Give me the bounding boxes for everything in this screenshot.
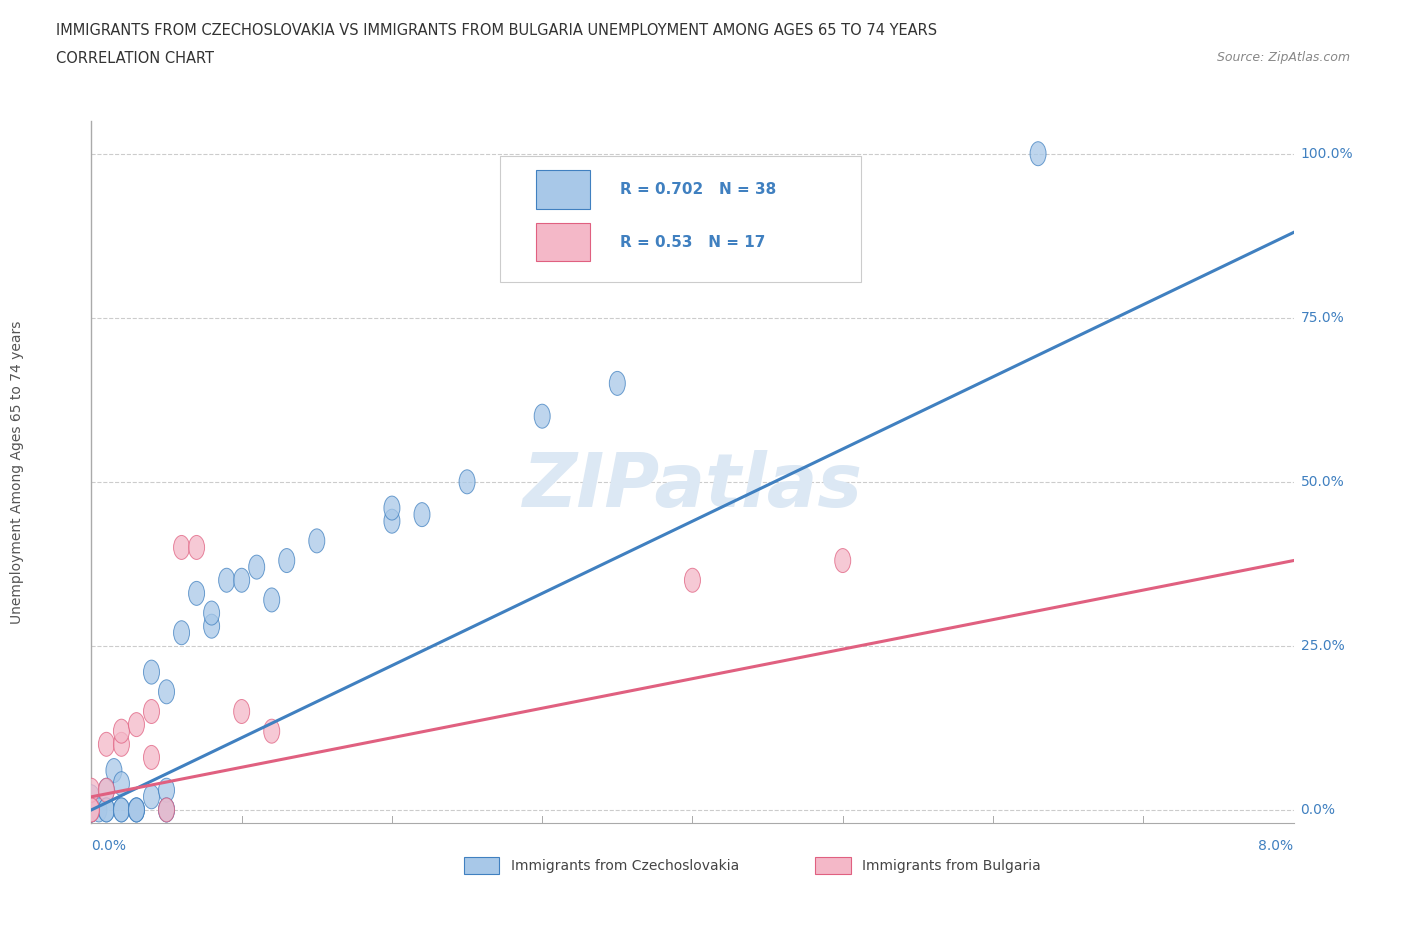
Ellipse shape [233,699,250,724]
Text: R = 0.53   N = 17: R = 0.53 N = 17 [620,234,766,249]
Text: Immigrants from Bulgaria: Immigrants from Bulgaria [862,858,1040,873]
Ellipse shape [114,732,129,756]
Ellipse shape [128,798,145,822]
Text: Immigrants from Czechoslovakia: Immigrants from Czechoslovakia [510,858,740,873]
Ellipse shape [159,798,174,822]
Ellipse shape [98,778,114,803]
Ellipse shape [128,798,145,822]
Ellipse shape [609,371,626,395]
Ellipse shape [83,798,100,822]
Ellipse shape [173,536,190,560]
Ellipse shape [83,798,100,822]
Ellipse shape [114,772,129,796]
Text: Source: ZipAtlas.com: Source: ZipAtlas.com [1216,51,1350,64]
Ellipse shape [143,746,159,769]
Ellipse shape [83,798,100,822]
Text: 8.0%: 8.0% [1258,839,1294,854]
Ellipse shape [128,712,145,737]
Ellipse shape [264,719,280,743]
Ellipse shape [83,798,100,822]
Ellipse shape [534,405,550,428]
Text: 0.0%: 0.0% [1301,803,1336,817]
Ellipse shape [384,510,399,533]
Ellipse shape [188,536,205,560]
Ellipse shape [114,798,129,822]
Text: CORRELATION CHART: CORRELATION CHART [56,51,214,66]
Ellipse shape [278,549,295,573]
Ellipse shape [159,778,174,803]
Ellipse shape [685,568,700,592]
Ellipse shape [143,785,159,809]
Ellipse shape [249,555,264,579]
Ellipse shape [204,601,219,625]
Ellipse shape [143,660,159,684]
FancyBboxPatch shape [536,222,591,261]
Ellipse shape [83,778,100,803]
Ellipse shape [233,568,250,592]
Ellipse shape [218,568,235,592]
Ellipse shape [105,759,122,782]
Text: IMMIGRANTS FROM CZECHOSLOVAKIA VS IMMIGRANTS FROM BULGARIA UNEMPLOYMENT AMONG AG: IMMIGRANTS FROM CZECHOSLOVAKIA VS IMMIGR… [56,23,938,38]
Ellipse shape [458,470,475,494]
Ellipse shape [159,798,174,822]
Ellipse shape [159,798,174,822]
Ellipse shape [1031,141,1046,166]
Ellipse shape [173,620,190,644]
Ellipse shape [835,549,851,573]
Text: 25.0%: 25.0% [1301,639,1344,653]
Text: Unemployment Among Ages 65 to 74 years: Unemployment Among Ages 65 to 74 years [10,320,24,624]
Ellipse shape [413,502,430,526]
FancyBboxPatch shape [536,170,591,208]
Text: 100.0%: 100.0% [1301,147,1353,161]
Text: 50.0%: 50.0% [1301,475,1344,489]
Ellipse shape [83,785,100,809]
Ellipse shape [91,798,107,822]
Ellipse shape [98,798,114,822]
Ellipse shape [98,732,114,756]
Text: 75.0%: 75.0% [1301,311,1344,325]
Ellipse shape [188,581,205,605]
Ellipse shape [128,798,145,822]
Text: R = 0.702   N = 38: R = 0.702 N = 38 [620,182,776,197]
Ellipse shape [264,588,280,612]
Text: 0.0%: 0.0% [91,839,127,854]
Ellipse shape [114,798,129,822]
Ellipse shape [159,680,174,704]
Text: ZIPatlas: ZIPatlas [523,449,862,523]
Ellipse shape [204,614,219,638]
Ellipse shape [309,529,325,552]
Ellipse shape [98,778,114,803]
Ellipse shape [83,798,100,822]
Ellipse shape [114,719,129,743]
Ellipse shape [143,699,159,724]
Ellipse shape [384,496,399,520]
Ellipse shape [98,798,114,822]
FancyBboxPatch shape [501,156,860,283]
